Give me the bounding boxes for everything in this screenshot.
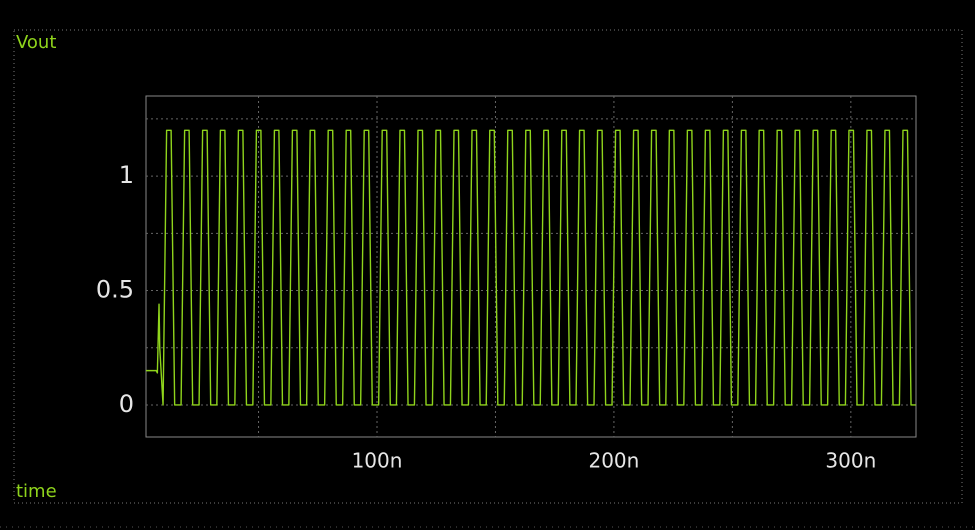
legend-label: Vout	[16, 32, 56, 53]
y-tick-label: 0.5	[96, 276, 134, 304]
y-tick-label: 0	[119, 390, 134, 418]
x-tick-label: 100n	[352, 449, 403, 473]
x-tick-label: 300n	[825, 449, 876, 473]
series-line	[146, 129, 916, 406]
y-tick-label: 1	[119, 161, 134, 189]
x-axis-label: time	[16, 481, 57, 502]
x-tick-label: 200n	[588, 449, 639, 473]
frame	[13, 29, 963, 504]
plot-area	[145, 95, 917, 438]
